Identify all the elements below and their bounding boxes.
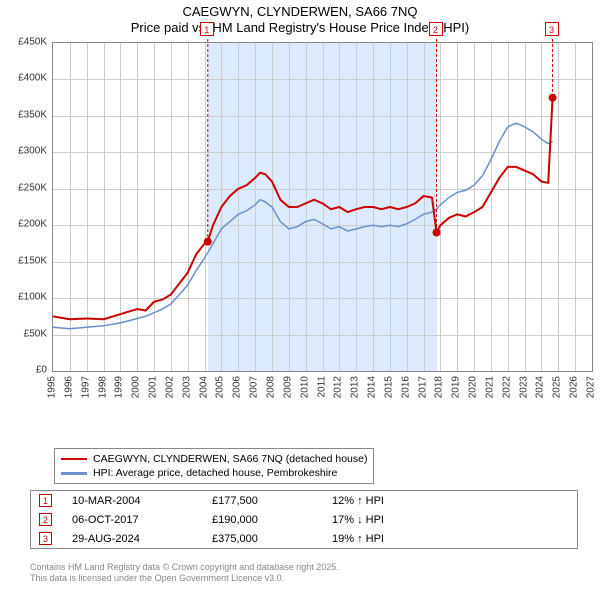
y-axis-label: £100K bbox=[3, 292, 47, 303]
legend-row: HPI: Average price, detached house, Pemb… bbox=[61, 466, 367, 480]
y-axis-label: £400K bbox=[3, 73, 47, 84]
x-axis-label: 2005 bbox=[215, 376, 226, 398]
event-price: £177,500 bbox=[212, 495, 312, 507]
x-axis-label: 2008 bbox=[265, 376, 276, 398]
x-axis-label: 1999 bbox=[114, 376, 125, 398]
event-date: 10-MAR-2004 bbox=[72, 495, 192, 507]
legend-label: CAEGWYN, CLYNDERWEN, SA66 7NQ (detached … bbox=[93, 452, 367, 466]
x-axis-label: 2004 bbox=[198, 376, 209, 398]
event-delta: 19% ↑ HPI bbox=[332, 533, 452, 545]
event-price: £190,000 bbox=[212, 514, 312, 526]
x-axis-label: 2007 bbox=[249, 376, 260, 398]
footer-line-1: Contains HM Land Registry data © Crown c… bbox=[30, 562, 339, 573]
title-block: CAEGWYN, CLYNDERWEN, SA66 7NQ Price paid… bbox=[0, 0, 600, 37]
event-date: 06-OCT-2017 bbox=[72, 514, 192, 526]
x-axis-label: 2001 bbox=[148, 376, 159, 398]
event-row-marker: 3 bbox=[39, 532, 52, 545]
event-point bbox=[204, 238, 212, 246]
x-axis-label: 2021 bbox=[484, 376, 495, 398]
x-axis-label: 2000 bbox=[131, 376, 142, 398]
event-marker-3: 3 bbox=[545, 22, 559, 36]
event-marker-2: 2 bbox=[429, 22, 443, 36]
x-axis-label: 2009 bbox=[282, 376, 293, 398]
event-row: 3 29-AUG-2024 £375,000 19% ↑ HPI bbox=[31, 529, 577, 548]
x-axis-label: 2025 bbox=[552, 376, 563, 398]
x-axis-label: 2003 bbox=[181, 376, 192, 398]
x-axis-label: 2019 bbox=[451, 376, 462, 398]
event-row: 2 06-OCT-2017 £190,000 17% ↓ HPI bbox=[31, 510, 577, 529]
y-axis-label: £250K bbox=[3, 182, 47, 193]
footer-line-2: This data is licensed under the Open Gov… bbox=[30, 573, 339, 584]
event-marker-1: 1 bbox=[200, 22, 214, 36]
event-point bbox=[549, 94, 557, 102]
x-axis-label: 2014 bbox=[367, 376, 378, 398]
y-axis-label: £450K bbox=[3, 37, 47, 48]
x-axis-label: 2010 bbox=[299, 376, 310, 398]
event-delta: 12% ↑ HPI bbox=[332, 495, 452, 507]
y-axis-label: £300K bbox=[3, 146, 47, 157]
chart-lines bbox=[53, 43, 592, 371]
x-axis-label: 2006 bbox=[232, 376, 243, 398]
page: CAEGWYN, CLYNDERWEN, SA66 7NQ Price paid… bbox=[0, 0, 600, 590]
x-axis-label: 2022 bbox=[501, 376, 512, 398]
x-axis-label: 2012 bbox=[333, 376, 344, 398]
event-price: £375,000 bbox=[212, 533, 312, 545]
event-row-marker: 2 bbox=[39, 513, 52, 526]
footer: Contains HM Land Registry data © Crown c… bbox=[30, 562, 339, 584]
chart: £0£50K£100K£150K£200K£250K£300K£350K£400… bbox=[8, 42, 593, 412]
event-date: 29-AUG-2024 bbox=[72, 533, 192, 545]
x-axis-label: 2013 bbox=[350, 376, 361, 398]
x-axis-label: 1998 bbox=[97, 376, 108, 398]
event-row-marker: 1 bbox=[39, 494, 52, 507]
legend: CAEGWYN, CLYNDERWEN, SA66 7NQ (detached … bbox=[54, 448, 374, 484]
x-axis-label: 2017 bbox=[417, 376, 428, 398]
y-axis-label: £150K bbox=[3, 255, 47, 266]
event-delta: 17% ↓ HPI bbox=[332, 514, 452, 526]
series-price_paid bbox=[53, 98, 553, 320]
x-axis-label: 2024 bbox=[535, 376, 546, 398]
legend-row: CAEGWYN, CLYNDERWEN, SA66 7NQ (detached … bbox=[61, 452, 367, 466]
legend-label: HPI: Average price, detached house, Pemb… bbox=[93, 466, 337, 480]
event-row: 1 10-MAR-2004 £177,500 12% ↑ HPI bbox=[31, 491, 577, 510]
x-axis-label: 2020 bbox=[468, 376, 479, 398]
plot-area bbox=[52, 42, 593, 372]
y-axis-label: £200K bbox=[3, 219, 47, 230]
series-hpi bbox=[53, 123, 553, 329]
x-axis-label: 2018 bbox=[434, 376, 445, 398]
title-line-2: Price paid vs. HM Land Registry's House … bbox=[0, 20, 600, 36]
x-axis-label: 2027 bbox=[586, 376, 597, 398]
event-point bbox=[433, 229, 441, 237]
x-axis-label: 1996 bbox=[63, 376, 74, 398]
title-line-1: CAEGWYN, CLYNDERWEN, SA66 7NQ bbox=[0, 4, 600, 20]
y-axis-label: £350K bbox=[3, 109, 47, 120]
x-axis-label: 1995 bbox=[47, 376, 58, 398]
x-axis-label: 1997 bbox=[80, 376, 91, 398]
x-axis-label: 2011 bbox=[316, 376, 327, 398]
x-axis-label: 2023 bbox=[518, 376, 529, 398]
events-table: 1 10-MAR-2004 £177,500 12% ↑ HPI 2 06-OCT-201… bbox=[30, 490, 578, 549]
x-axis-label: 2016 bbox=[400, 376, 411, 398]
x-axis-label: 2002 bbox=[164, 376, 175, 398]
x-axis-label: 2026 bbox=[569, 376, 580, 398]
legend-swatch bbox=[61, 472, 87, 475]
x-axis-label: 2015 bbox=[383, 376, 394, 398]
y-axis-label: £50K bbox=[3, 328, 47, 339]
y-axis-label: £0 bbox=[3, 365, 47, 376]
legend-swatch bbox=[61, 458, 87, 461]
